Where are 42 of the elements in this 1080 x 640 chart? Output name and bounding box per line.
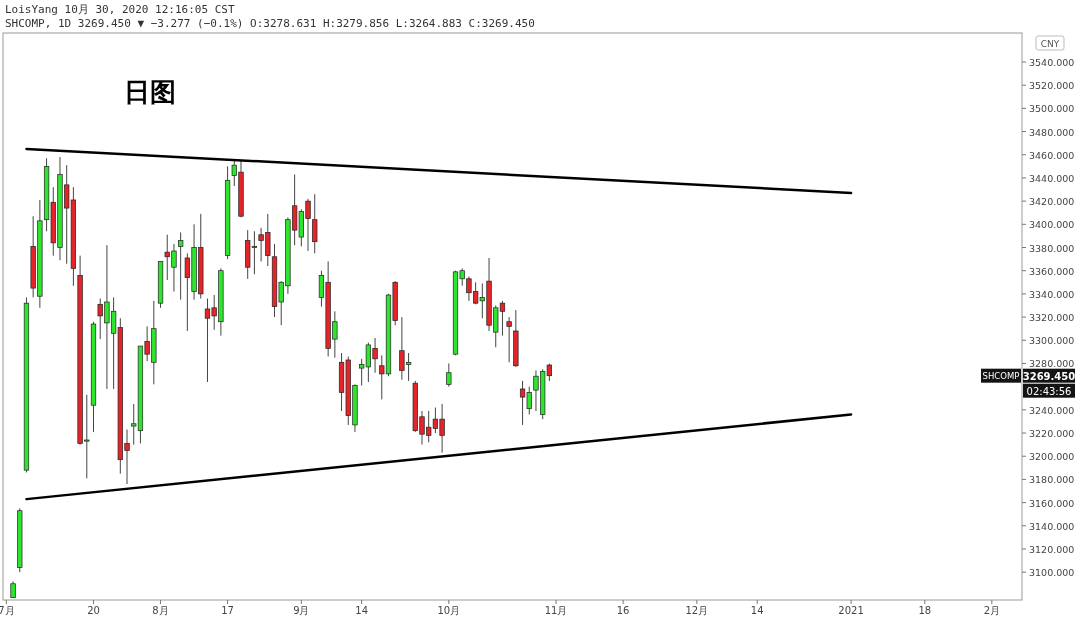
x-tick-label: 10月 <box>437 605 461 616</box>
text: 02:43:56 <box>1026 385 1072 397</box>
y-tick-label: 3280.000 <box>1029 358 1075 370</box>
y-tick-label: 3160.000 <box>1029 497 1075 509</box>
x-tick-label: 17 <box>221 605 234 616</box>
y-tick-label: 3540.000 <box>1029 56 1075 68</box>
y-tick-label: 3140.000 <box>1029 520 1075 532</box>
x-tick-label: 20 <box>87 605 100 616</box>
x-tick-label: 2021 <box>838 605 864 616</box>
y-tick-label: 3520.000 <box>1029 80 1075 92</box>
y-tick-label: 3240.000 <box>1029 404 1075 416</box>
y-tick-label: 3300.000 <box>1029 335 1075 347</box>
y-tick-label: 3120.000 <box>1029 543 1075 555</box>
y-tick-label: 3500.000 <box>1029 103 1075 115</box>
y-tick-label: 3340.000 <box>1029 288 1075 300</box>
annotation: 日图 <box>124 77 176 107</box>
x-tick-label: 11月 <box>544 605 568 616</box>
text: CNY <box>1040 39 1060 49</box>
x-tick-label: 2月 <box>983 605 1001 616</box>
text: LoisYang 10月 30, 2020 12:16:05 CST <box>5 3 235 16</box>
y-tick-label: 3400.000 <box>1029 219 1075 231</box>
y-tick-label: 3360.000 <box>1029 265 1075 277</box>
y-tick-label: 3220.000 <box>1029 428 1075 440</box>
x-tick-label: 12月 <box>685 605 709 616</box>
y-tick-label: 3200.000 <box>1029 451 1075 463</box>
y-tick-label: 3320.000 <box>1029 312 1075 324</box>
y-tick-label: 3380.000 <box>1029 242 1075 254</box>
x-tick-label: 18 <box>918 605 932 616</box>
text: SHCOMP, 1D 3269.450 ▼ −3.277 (−0.1%) O:3278.631 H:3279.856 L:3264.883 C:3269.450 <box>5 17 535 30</box>
x-tick-label: 16 <box>616 605 630 616</box>
y-tick-label: 3180.000 <box>1029 474 1075 486</box>
y-tick-label: 3440.000 <box>1029 172 1075 184</box>
x-tick-label: 14 <box>750 605 764 616</box>
annotation: SHCOMP <box>982 371 1020 382</box>
y-tick-label: 3100.000 <box>1029 567 1075 579</box>
x-tick-label: 9月 <box>293 605 310 616</box>
x-tick-label: 14 <box>355 605 369 616</box>
text: 3269.450 <box>1022 370 1076 382</box>
y-tick-label: 3480.000 <box>1029 126 1075 138</box>
y-tick-label: 3420.000 <box>1029 196 1075 208</box>
x-tick-label: 8月 <box>152 605 169 616</box>
y-tick-label: 3460.000 <box>1029 149 1075 161</box>
